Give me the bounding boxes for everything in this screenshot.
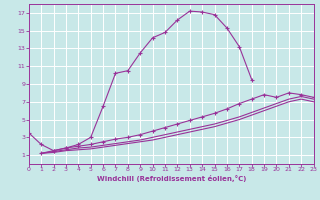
X-axis label: Windchill (Refroidissement éolien,°C): Windchill (Refroidissement éolien,°C) xyxy=(97,175,246,182)
